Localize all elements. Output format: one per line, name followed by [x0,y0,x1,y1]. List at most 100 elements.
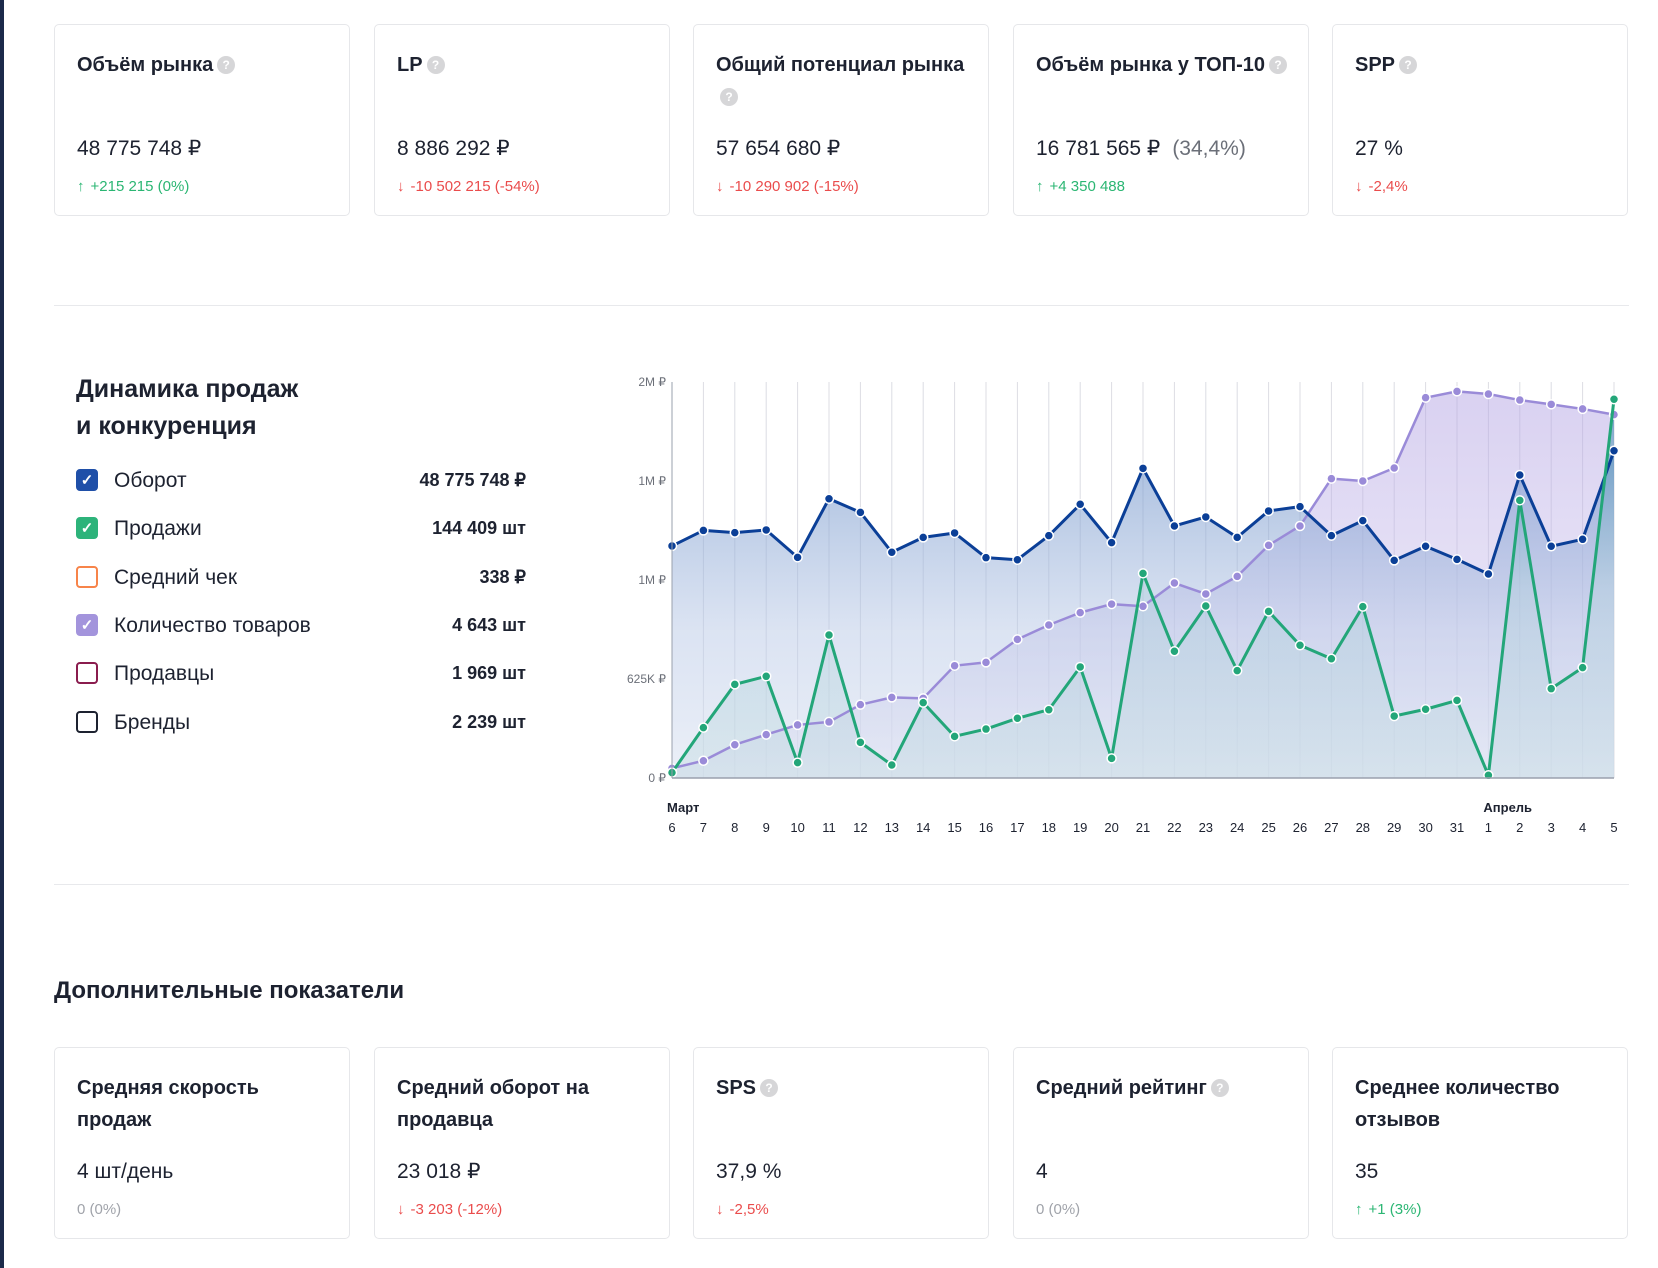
help-icon[interactable]: ? [1210,1079,1229,1097]
legend-item[interactable]: ✓ Оборот 48 775 748 ₽ [76,466,526,496]
count-point [1326,473,1337,484]
legend-checkbox[interactable]: ✓ [76,469,98,491]
metric-delta-text: -10 290 902 (-15%) [729,178,859,195]
help-icon[interactable]: ? [720,88,738,106]
sales-point [1294,640,1306,651]
arrow-up-icon: ↑ [1036,178,1044,195]
count-point [1231,571,1243,582]
metric-delta-text: +215 215 (0%) [90,178,190,195]
count-point [1483,388,1494,400]
legend-checkbox[interactable] [76,565,98,588]
legend-checkbox[interactable]: ✓ [76,613,98,636]
metric-delta-text: +1 (3%) [1368,1201,1422,1218]
dynamics-title-line1: Динамика продаж [76,375,299,403]
metric-title: Объём рынка у ТОП-10? [1036,49,1291,81]
arrow-up-icon: ↑ [77,178,85,195]
sales-point [1012,713,1023,724]
sales-area [672,399,1614,778]
metric-card: SPP? 27 % ↓ -2,4% [1332,24,1628,216]
legend-item[interactable]: ✓ Количество товаров 4 643 шт [76,611,526,641]
help-icon[interactable]: ? [1399,56,1418,74]
check-icon: ✓ [80,472,94,489]
sales-point [1577,662,1588,673]
metric-card: Средняя скорость продаж 4 шт/день 0 (0%) [54,1047,350,1239]
x-tick-label: 29 [1387,820,1401,835]
metric-delta-text: -10 502 215 (-54%) [410,178,540,195]
metric-delta: ↓ -3 203 (-12%) [397,1200,502,1220]
month-label: Март [667,800,699,815]
metric-card: Объём рынка? 48 775 748 ₽ ↑ +215 215 (0%) [54,24,350,216]
metric-value: 8 886 292 ₽ [397,137,510,160]
sales-point [1169,646,1180,657]
dynamics-title: Динамика продаж и конкуренция [76,371,298,445]
x-tick-label: 14 [916,820,930,835]
section-divider [54,305,1629,306]
metric-card: Среднее количество отзывов 35 ↑ +1 (3%) [1332,1047,1628,1239]
sales-point [760,671,772,682]
legend-checkbox[interactable]: ✓ [76,517,98,540]
turnover-point [1357,515,1369,526]
help-icon[interactable]: ? [217,56,236,74]
sales-point [1326,653,1337,664]
turnover-point [886,547,898,558]
x-tick-label: 6 [668,820,675,835]
help-icon[interactable]: ? [1269,56,1288,74]
metric-card: LP? 8 886 292 ₽ ↓ -10 502 215 (-54%) [374,24,670,216]
x-tick-label: 24 [1230,820,1244,835]
x-tick-label: 31 [1450,820,1464,835]
x-tick-label: 10 [790,820,804,835]
count-point [1106,598,1117,610]
count-point [792,719,803,731]
turnover-point [823,493,835,504]
turnover-point [980,552,992,563]
turnover-point [1263,505,1274,517]
turnover-point [1483,568,1494,580]
metric-value-row: 4 шт/день [77,1158,173,1186]
x-tick-label: 17 [1010,820,1024,835]
turnover-point [1074,499,1086,510]
help-icon[interactable]: ? [426,56,445,74]
x-tick-label: 15 [947,820,961,835]
x-tick-label: 8 [731,820,738,835]
metric-delta-text: 0 (0%) [77,1201,122,1218]
x-tick-label: 1 [1485,820,1492,835]
turnover-point [760,524,772,536]
x-tick-label: 2 [1516,820,1523,835]
sales-point [980,723,992,735]
x-tick-label: 19 [1073,820,1087,835]
metric-delta: ↓ -2,4% [1355,177,1408,197]
metric-title-text: Средний рейтинг [1036,1077,1207,1099]
count-point [729,739,741,750]
metric-delta-text: -2,4% [1368,178,1408,195]
section-divider [54,884,1629,885]
help-icon[interactable]: ? [760,1079,779,1097]
turnover-point [855,507,866,518]
turnover-point [1043,530,1055,541]
x-tick-label: 30 [1418,820,1432,835]
arrow-down-icon: ↓ [716,178,724,195]
legend-checkbox[interactable] [76,710,98,733]
metric-title-text: SPS [716,1077,757,1099]
turnover-point [1231,532,1243,543]
metric-card: Общий потенциал рынка? 57 654 680 ₽ ↓ -10 2… [693,24,989,216]
metric-value: 4 шт/день [77,1160,174,1183]
legend-value: 144 409 шт [432,518,526,539]
metric-value-row: 16 781 565 ₽ (34,4%) [1036,135,1246,163]
legend-item[interactable]: Бренды 2 239 шт [76,708,526,738]
legend-item[interactable]: ✓ Продажи 144 409 шт [76,514,526,544]
metric-value-row: 4 [1036,1158,1048,1186]
count-point [855,699,866,710]
metric-value-row: 57 654 680 ₽ [716,135,840,163]
legend-item[interactable]: Средний чек 338 ₽ [76,563,526,593]
sales-point [1388,710,1400,722]
legend-item[interactable]: Продавцы 1 969 шт [76,659,526,689]
check-icon: ✓ [80,520,94,538]
sales-point [1514,495,1526,506]
x-tick-label: 23 [1199,820,1213,835]
legend-checkbox[interactable] [76,662,98,685]
x-tick-label: 12 [853,820,867,835]
legend-label: Количество товаров [114,613,311,637]
count-point [760,729,772,740]
metric-title: Средний оборот на продавца [397,1072,652,1136]
metric-title: SPS? [716,1072,971,1104]
